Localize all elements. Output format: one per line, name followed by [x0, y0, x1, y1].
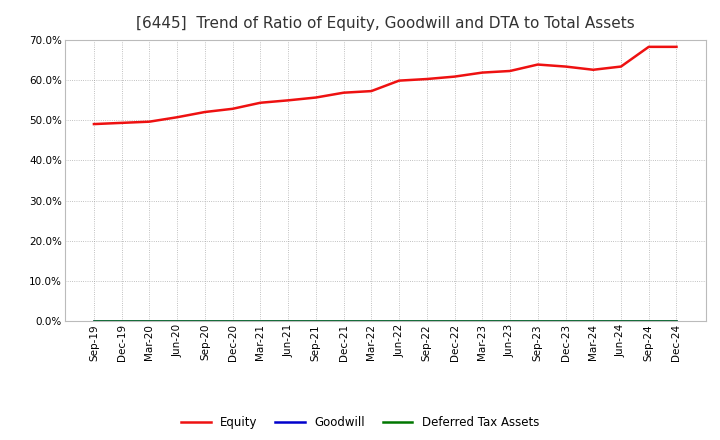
Goodwill [423, 319, 431, 324]
Goodwill [284, 319, 292, 324]
Goodwill [117, 319, 126, 324]
Equity [672, 44, 681, 49]
Goodwill [450, 319, 459, 324]
Equity [89, 121, 98, 127]
Equity [395, 78, 403, 83]
Deferred Tax Assets [616, 319, 625, 324]
Goodwill [644, 319, 653, 324]
Equity [367, 88, 376, 94]
Deferred Tax Assets [505, 319, 514, 324]
Deferred Tax Assets [395, 319, 403, 324]
Deferred Tax Assets [201, 319, 210, 324]
Goodwill [534, 319, 542, 324]
Goodwill [395, 319, 403, 324]
Goodwill [589, 319, 598, 324]
Equity [117, 120, 126, 125]
Deferred Tax Assets [450, 319, 459, 324]
Deferred Tax Assets [423, 319, 431, 324]
Deferred Tax Assets [284, 319, 292, 324]
Equity [228, 106, 237, 111]
Equity [145, 119, 154, 125]
Equity [561, 64, 570, 69]
Deferred Tax Assets [589, 319, 598, 324]
Goodwill [145, 319, 154, 324]
Equity [201, 110, 210, 115]
Goodwill [256, 319, 265, 324]
Deferred Tax Assets [672, 319, 681, 324]
Deferred Tax Assets [228, 319, 237, 324]
Deferred Tax Assets [561, 319, 570, 324]
Equity [312, 95, 320, 100]
Goodwill [367, 319, 376, 324]
Goodwill [561, 319, 570, 324]
Goodwill [312, 319, 320, 324]
Goodwill [339, 319, 348, 324]
Equity [256, 100, 265, 106]
Deferred Tax Assets [644, 319, 653, 324]
Equity [478, 70, 487, 75]
Equity [339, 90, 348, 95]
Equity [644, 44, 653, 49]
Equity [505, 68, 514, 73]
Equity [450, 74, 459, 79]
Goodwill [672, 319, 681, 324]
Goodwill [173, 319, 181, 324]
Goodwill [201, 319, 210, 324]
Deferred Tax Assets [312, 319, 320, 324]
Deferred Tax Assets [89, 319, 98, 324]
Equity [284, 98, 292, 103]
Deferred Tax Assets [256, 319, 265, 324]
Deferred Tax Assets [339, 319, 348, 324]
Deferred Tax Assets [145, 319, 154, 324]
Equity [534, 62, 542, 67]
Goodwill [616, 319, 625, 324]
Goodwill [89, 319, 98, 324]
Equity [589, 67, 598, 73]
Deferred Tax Assets [173, 319, 181, 324]
Goodwill [505, 319, 514, 324]
Line: Equity: Equity [94, 47, 677, 124]
Equity [173, 114, 181, 120]
Deferred Tax Assets [117, 319, 126, 324]
Goodwill [228, 319, 237, 324]
Goodwill [478, 319, 487, 324]
Equity [423, 77, 431, 82]
Legend: Equity, Goodwill, Deferred Tax Assets: Equity, Goodwill, Deferred Tax Assets [176, 412, 544, 434]
Equity [616, 64, 625, 69]
Deferred Tax Assets [478, 319, 487, 324]
Title: [6445]  Trend of Ratio of Equity, Goodwill and DTA to Total Assets: [6445] Trend of Ratio of Equity, Goodwil… [136, 16, 634, 32]
Deferred Tax Assets [367, 319, 376, 324]
Deferred Tax Assets [534, 319, 542, 324]
